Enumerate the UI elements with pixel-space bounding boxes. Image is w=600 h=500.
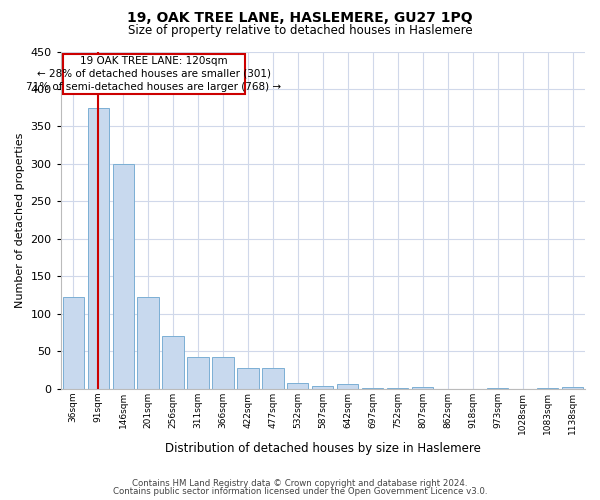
Bar (562, 388, 583, 389)
Bar (362, 388, 383, 389)
Bar (88, 108, 109, 389)
Y-axis label: Number of detached properties: Number of detached properties (15, 132, 25, 308)
Bar (487, 388, 508, 389)
Bar (187, 358, 209, 389)
Text: Size of property relative to detached houses in Haslemere: Size of property relative to detached ho… (128, 24, 472, 37)
Bar (412, 388, 433, 389)
X-axis label: Distribution of detached houses by size in Haslemere: Distribution of detached houses by size … (165, 442, 481, 455)
Bar (238, 368, 259, 389)
Bar (337, 384, 358, 389)
Bar (387, 388, 409, 389)
Text: 71% of semi-detached houses are larger (768) →: 71% of semi-detached houses are larger (… (26, 82, 281, 92)
Text: 19 OAK TREE LANE: 120sqm: 19 OAK TREE LANE: 120sqm (80, 56, 227, 66)
Bar (113, 164, 134, 389)
Bar (163, 336, 184, 389)
Bar (62, 298, 84, 389)
Bar (262, 368, 284, 389)
Text: Contains HM Land Registry data © Crown copyright and database right 2024.: Contains HM Land Registry data © Crown c… (132, 478, 468, 488)
Bar (137, 298, 159, 389)
Bar (312, 386, 334, 389)
Text: 19, OAK TREE LANE, HASLEMERE, GU27 1PQ: 19, OAK TREE LANE, HASLEMERE, GU27 1PQ (127, 11, 473, 25)
Text: Contains public sector information licensed under the Open Government Licence v3: Contains public sector information licen… (113, 487, 487, 496)
Bar (537, 388, 558, 389)
Bar (212, 358, 233, 389)
FancyBboxPatch shape (63, 54, 245, 94)
Text: ← 28% of detached houses are smaller (301): ← 28% of detached houses are smaller (30… (37, 69, 271, 79)
Bar (287, 383, 308, 389)
